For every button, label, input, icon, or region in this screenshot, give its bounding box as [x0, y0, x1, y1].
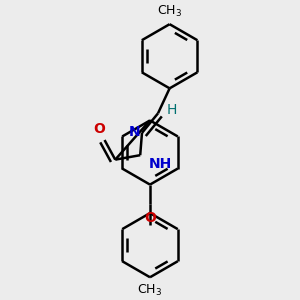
Text: O: O — [144, 212, 156, 225]
Text: CH$_3$: CH$_3$ — [157, 4, 182, 19]
Text: N: N — [129, 125, 140, 139]
Text: O: O — [93, 122, 105, 136]
Text: NH: NH — [149, 157, 172, 171]
Text: H: H — [167, 103, 177, 117]
Text: CH$_3$: CH$_3$ — [137, 283, 163, 298]
